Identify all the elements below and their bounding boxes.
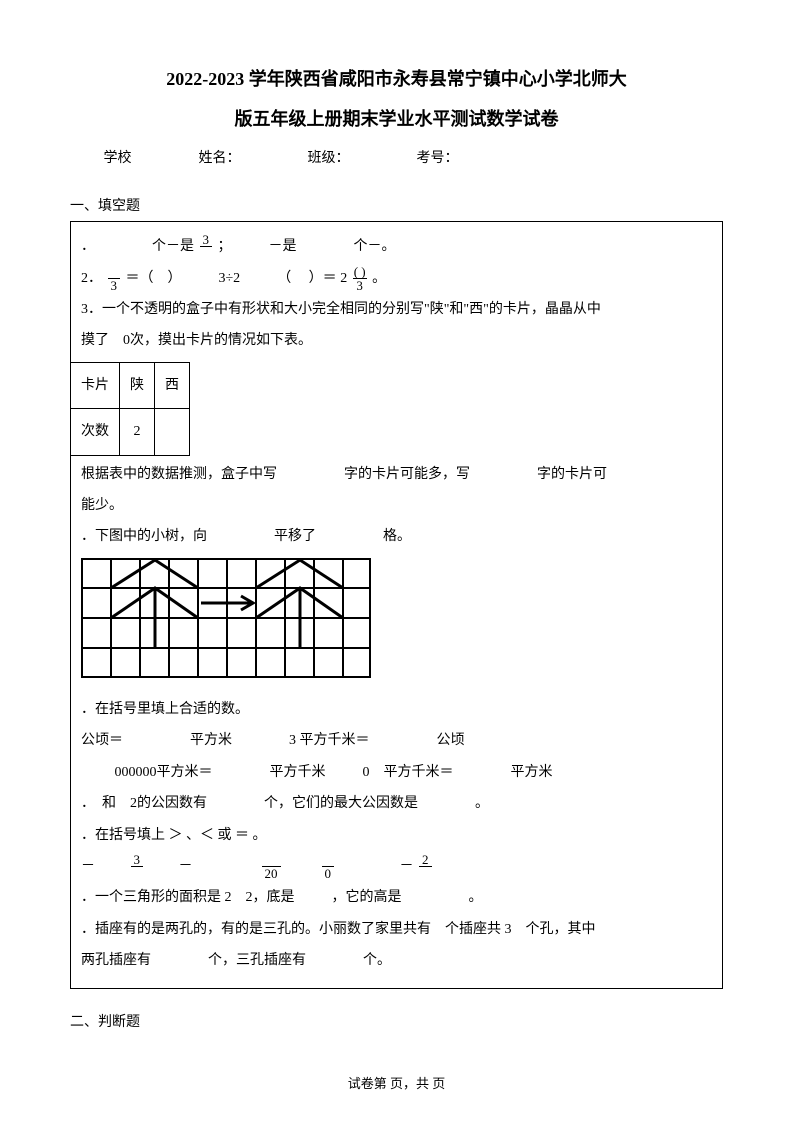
q7-frac5: 2 [419,853,432,880]
card-r2c3 [155,409,190,455]
q4-line: ．下图中的小树，向 平移了 格。 [81,522,712,551]
q2-line: 2． 3 ＝（ ） 3÷2 （ ）＝ 2 ( ) 3 。 [81,264,712,293]
q8-a: ．一个三角形的面积是 2 2，底是 [81,890,295,905]
q3-after-a: 根据表中的数据推测，盒子中写 [81,467,277,482]
q9-b: 两孔插座有 [81,953,151,968]
q2-frac-b-den: 3 [353,279,367,292]
q7-f1d [131,867,144,880]
q7-f3d: 20 [262,867,281,880]
card-r1c2: 陕 [120,362,155,408]
q6-c: 。 [475,796,489,811]
title-line-2: 版五年级上册期末学业水平测试数学试卷 [70,100,723,140]
q9-line2: 两孔插座有 个，三孔插座有 个。 [81,946,712,975]
tree-grid-figure [81,558,712,689]
q1-mid2: ； [218,239,232,254]
q2-label: 2． [81,271,102,286]
question-box: ． 个－是 3 ； －是 个－。 2． 3 ＝（ ） 3÷2 （ ）＝ 2 ( … [70,221,723,988]
q7-frac1: 3 [131,853,144,880]
q1-line: ． 个－是 3 ； －是 个－。 [81,232,712,261]
tree-grid-svg [81,558,371,678]
card-r1c1: 卡片 [71,362,120,408]
info-row: 学校 姓名： 班级： 考号： [70,147,723,167]
q2-frac-b-num: ( ) [353,265,367,279]
q7-f4n [322,853,335,867]
q1-frac1-den [200,247,213,260]
q2-eq2: （ ）＝ [277,271,337,286]
q6-a: ． 和 2的公因数有 [81,796,207,811]
q7-f3n [262,853,281,867]
q2-frac-a-den: 3 [108,279,121,292]
title-line-1: 2022-2023 学年陕西省咸阳市永寿县常宁镇中心小学北师大 [70,60,723,100]
q5-l1: 公顷＝ 平方米 3 平方千米＝ 公顷 [81,726,712,755]
q5-l2d: 平方米 [511,765,553,780]
card-r2c1: 次数 [71,409,120,455]
q3-after-b: 字的卡片可能多，写 [344,467,470,482]
q6-b: 个，它们的最大公因数是 [264,796,418,811]
q2-two: 2 [340,271,347,286]
q1-mid1: 个－是 [152,239,194,254]
q7-frac3: 20 [262,853,281,880]
q1-tail: 个－。 [354,239,396,254]
card-r2c2: 2 [120,409,155,455]
name-label: 姓名： [199,147,241,167]
q1-mid3: －是 [269,239,297,254]
q1-pre: ． [81,239,95,254]
q3-after-d: 能少。 [81,491,712,520]
q9-d: 个。 [363,953,391,968]
q5-l1d: 公顷 [437,733,465,748]
q2-frac-b: ( ) 3 [353,265,367,292]
q5-l1a: 公顷＝ [81,733,123,748]
q1-frac1-num: 3 [200,233,213,247]
q7-f5n: 2 [419,853,432,867]
q2-frac-a: 3 [108,265,121,292]
q9-c: 个，三孔插座有 [208,953,306,968]
q1-frac1: 3 [200,233,213,260]
q3-after-line1: 根据表中的数据推测，盒子中写 字的卡片可能多，写 字的卡片可 [81,460,712,489]
q6-line: ． 和 2的公因数有 个，它们的最大公因数是 。 [81,789,712,818]
q5-l1b: 平方米 [190,733,232,748]
q2-frac-a-num [108,265,121,279]
q7-fracs: － 3 － 20 0 － 2 [81,852,712,881]
q2-mid: 3÷2 [219,271,241,286]
q5-head: ．在括号里填上合适的数。 [81,695,712,724]
q9-line1: ．插座有的是两孔的，有的是三孔的。小丽数了家里共有 个插座共 3 个孔，其中 [81,915,712,944]
q5-l2: 000000平方米＝ 平方千米 0 平方千米＝ 平方米 [81,758,712,787]
school-label: 学校 [104,147,132,167]
q7-f5d [419,867,432,880]
class-label: 班级： [308,147,350,167]
examno-label: 考号： [417,147,459,167]
section-2-heading: 二、判断题 [70,1011,723,1031]
q4-text-a: ．下图中的小树，向 [81,529,207,544]
section-1-heading: 一、填空题 [70,195,723,215]
q2-end: 。 [372,271,386,286]
q3-after-c: 字的卡片可 [537,467,607,482]
q5-l2b: 平方千米 [270,765,326,780]
q7-frac4: 0 [322,853,335,880]
q7-f4d: 0 [322,867,335,880]
q4-text-b: 平移了 [274,529,316,544]
card-table: 卡片 陕 西 次数 2 [70,362,190,456]
q5-l2a: 000000平方米＝ [115,765,213,780]
q3-text-a: 3．一个不透明的盒子中有形状和大小完全相同的分别写"陕"和"西"的卡片，晶晶从中 [81,295,712,324]
q8-b: ，它的高是 [332,890,402,905]
page-footer: 试卷第 页，共 页 [0,1073,793,1092]
q8-line: ．一个三角形的面积是 2 2，底是 ，它的高是 。 [81,883,712,912]
q8-c: 。 [469,890,483,905]
q4-text-c: 格。 [383,529,411,544]
q5-l2c: 0 平方千米＝ [363,765,454,780]
q5-l1c: 3 平方千米＝ [289,733,370,748]
q7-f1n: 3 [131,853,144,867]
card-r1c3: 西 [155,362,190,408]
q3-text-b: 摸了 0次，摸出卡片的情况如下表。 [81,326,712,355]
q7-head: ．在括号填上 ＞ 、＜ 或 ＝ 。 [81,821,712,850]
q2-eq1: ＝（ ） [126,271,182,286]
